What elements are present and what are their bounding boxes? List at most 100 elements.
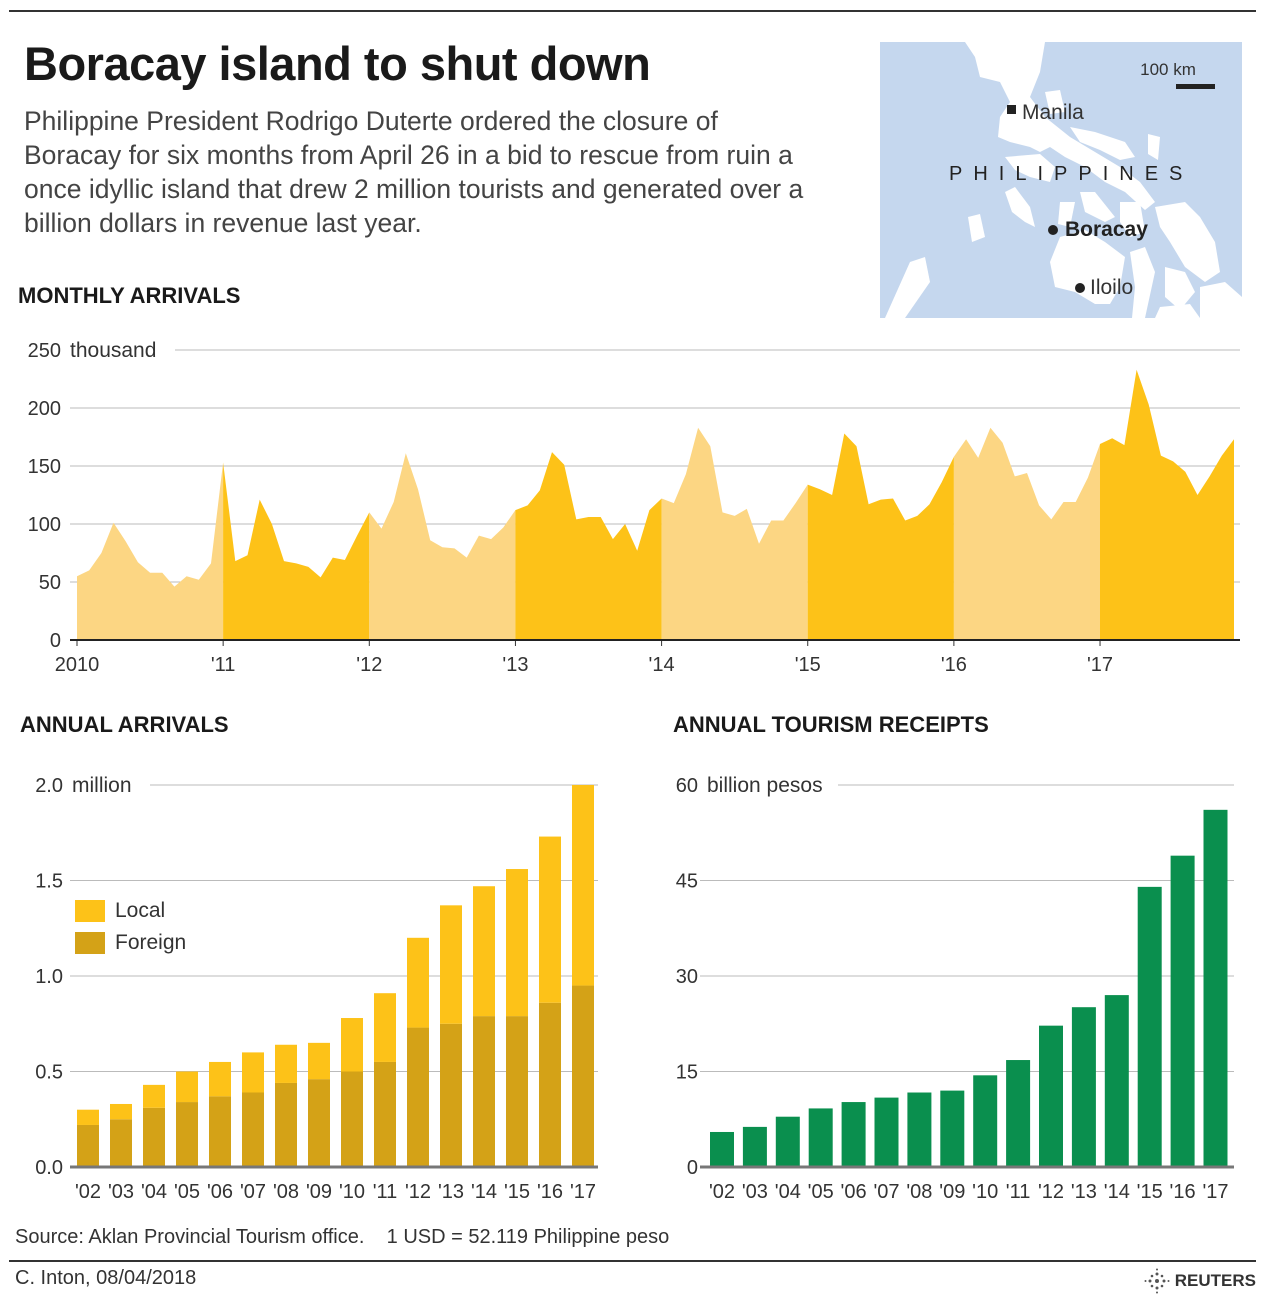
map-label-manila: Manila [1022, 101, 1084, 124]
x-tick-label: '16 [941, 654, 967, 676]
top-rule [9, 10, 1256, 12]
bar [710, 1131, 734, 1167]
iloilo-marker-icon [1075, 283, 1085, 293]
reuters-logo: REUTERS [1144, 1268, 1256, 1294]
x-tick-label: '05 [174, 1181, 200, 1203]
y-axis-unit-label: billion pesos [707, 774, 823, 797]
bar-local [473, 886, 495, 1017]
bar-foreign [572, 985, 594, 1167]
bar-foreign [308, 1079, 330, 1167]
y-axis-unit-label: million [72, 774, 132, 797]
x-tick-label: '02 [709, 1181, 735, 1203]
y-tick-label: 15 [676, 1062, 698, 1084]
area-year-2015 [807, 433, 954, 640]
bar-local [572, 785, 594, 986]
x-tick-label: '07 [873, 1181, 899, 1203]
tourism-receipts-chart: 0 15 30 45 60 billion pesos '02 '03 '04 '05 '06 '07… [676, 774, 1234, 1203]
bar-local [143, 1084, 165, 1108]
y-tick-label: 250 [28, 340, 61, 362]
x-tick-label: '11 [211, 654, 236, 676]
subtitle: Philippine President Rodrigo Duterte ord… [24, 106, 804, 238]
x-tick-label: '11 [1006, 1181, 1031, 1203]
y-tick-label: 1.0 [35, 966, 63, 988]
legend-item-local: Local [75, 899, 165, 923]
x-tick-label: '09 [939, 1181, 965, 1203]
bar-foreign [176, 1102, 198, 1167]
credit-line: C. Inton, 08/04/2018 [15, 1267, 197, 1289]
map-scale-bar [1176, 84, 1215, 89]
x-tick-label: '08 [906, 1181, 932, 1203]
tourism-receipts-heading: ANNUAL TOURISM RECEIPTS [673, 712, 989, 737]
x-tick-label: '17 [570, 1181, 596, 1203]
bar-local [374, 993, 396, 1062]
x-tick-label: '12 [405, 1181, 431, 1203]
bar-foreign [407, 1027, 429, 1167]
x-tick-label: '13 [502, 654, 528, 676]
bar [841, 1102, 866, 1167]
manila-marker-icon [1007, 105, 1016, 114]
x-tick-label: '06 [207, 1181, 233, 1203]
legend-label-foreign: Foreign [115, 931, 187, 954]
locator-map: 100 km Manila PHILIPPINES Boracay Iloilo [880, 42, 1242, 318]
bar-foreign [341, 1071, 363, 1167]
footer-rule [9, 1260, 1256, 1262]
y-tick-label: 2.0 [35, 775, 63, 797]
x-tick-label: '15 [1137, 1181, 1163, 1203]
annual-arrivals-chart: 0.0 0.5 1.0 1.5 2.0 million '02 '03 '04 '05 '06 '07… [35, 774, 598, 1203]
bar-foreign [143, 1107, 165, 1167]
bar [742, 1126, 767, 1167]
x-tick-label: '12 [1038, 1181, 1064, 1203]
bar-local [341, 1018, 363, 1072]
y-tick-label: 0 [50, 630, 61, 652]
legend-item-foreign: Foreign [75, 931, 186, 955]
x-tick-label: '16 [1170, 1181, 1196, 1203]
bar-foreign [539, 1002, 561, 1167]
bar-foreign [77, 1124, 99, 1167]
x-tick-label: 2010 [55, 654, 100, 676]
bar [940, 1090, 965, 1167]
area-year-2016 [953, 427, 1100, 640]
y-tick-label: 150 [28, 456, 61, 478]
area-year-2014 [661, 427, 808, 640]
bar [874, 1097, 899, 1167]
x-tick-label: '17 [1202, 1181, 1228, 1203]
x-tick-label: '05 [808, 1181, 834, 1203]
x-tick-label: '06 [841, 1181, 867, 1203]
bar-local [440, 905, 462, 1024]
y-tick-label: 50 [39, 572, 61, 594]
x-tick-label: '12 [356, 654, 382, 676]
page-title: Boracay island to shut down [24, 37, 651, 90]
bar [1071, 1007, 1096, 1167]
area-year-2017 [1100, 369, 1234, 640]
bar [1137, 886, 1162, 1167]
x-tick-label: '02 [75, 1181, 101, 1203]
bar-foreign [440, 1023, 462, 1167]
y-tick-label: 1.5 [35, 871, 63, 893]
bar-local [209, 1061, 231, 1097]
x-tick-label: '13 [1071, 1181, 1097, 1203]
map-land [885, 42, 1242, 318]
map-scale-label: 100 km [1140, 60, 1196, 79]
map-label-boracay: Boracay [1065, 218, 1148, 241]
y-tick-label: 100 [28, 514, 61, 536]
legend-swatch-foreign [75, 932, 105, 954]
y-tick-label: 60 [676, 775, 698, 797]
y-tick-label: 0 [687, 1157, 698, 1179]
monthly-arrivals-heading: MONTHLY ARRIVALS [18, 283, 241, 308]
boracay-marker-icon [1048, 225, 1058, 235]
y-tick-label: 0.0 [35, 1157, 63, 1179]
x-tick-label: '16 [537, 1181, 563, 1203]
bar-local [275, 1044, 297, 1083]
x-tick-label: '09 [306, 1181, 332, 1203]
bar-foreign [275, 1082, 297, 1167]
x-tick-label: '04 [141, 1181, 167, 1203]
x-tick-label: '03 [742, 1181, 768, 1203]
reuters-logo-text: REUTERS [1174, 1271, 1256, 1290]
x-tick-label: '13 [438, 1181, 464, 1203]
legend-swatch-local [75, 900, 105, 922]
bar-foreign [209, 1096, 231, 1167]
monthly-arrivals-chart: 0 50 100 150 200 250 thousand 2010 '11 '12 '13 '14 '… [28, 339, 1240, 676]
bar [907, 1092, 932, 1167]
bar [775, 1116, 800, 1167]
x-tick-label: '17 [1087, 654, 1113, 676]
